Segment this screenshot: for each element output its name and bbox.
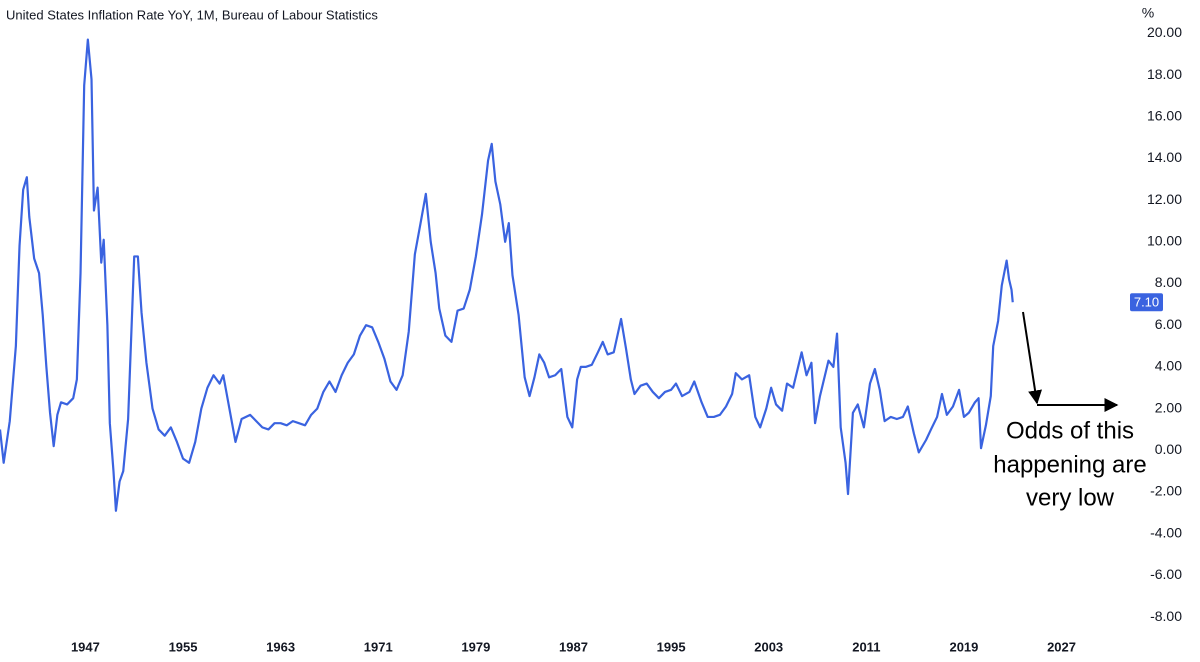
y-tick-label: 4.00 [1155,358,1182,374]
annotation-arrow [1022,311,1043,405]
x-tick-label: 1979 [461,639,490,654]
price-label: 7.10 [1134,295,1159,310]
line-series [0,38,1014,512]
y-tick-label: -2.00 [1150,483,1182,499]
x-tick-label: 1963 [266,639,295,654]
x-tick-label: 2011 [852,639,880,654]
y-tick-label: 6.00 [1155,316,1182,332]
annotation-line: very low [1026,484,1115,511]
y-tick-label: 0.00 [1155,441,1182,457]
y-unit: % [1142,5,1154,21]
y-tick-label: 14.00 [1147,149,1182,165]
x-tick-label: 1995 [657,639,686,654]
y-tick-label: 18.00 [1147,66,1182,82]
x-tick-label: 2027 [1047,639,1076,654]
y-tick-label: 20.00 [1147,24,1182,40]
chart-title: United States Inflation Rate YoY, 1M, Bu… [6,7,378,22]
x-tick-label: 1955 [169,639,198,654]
x-tick-label: 2003 [754,639,783,654]
y-tick-label: -6.00 [1150,566,1182,582]
price-label-box [1130,293,1163,312]
y-tick-label: 8.00 [1155,274,1182,290]
y-tick-label: 2.00 [1155,399,1182,415]
x-tick-label: 2019 [949,639,978,654]
y-tick-label: 16.00 [1147,107,1182,123]
annotation-line: happening are [993,451,1146,478]
y-tick-label: -8.00 [1150,608,1182,624]
x-tick-label: 1971 [364,639,393,654]
y-tick-label: 12.00 [1147,191,1182,207]
x-tick-label: 1947 [71,639,100,654]
x-tick-label: 1987 [559,639,588,654]
y-tick-label: 10.00 [1147,233,1182,249]
annotation-line: Odds of this [1006,417,1134,444]
y-tick-label: -4.00 [1150,524,1182,540]
